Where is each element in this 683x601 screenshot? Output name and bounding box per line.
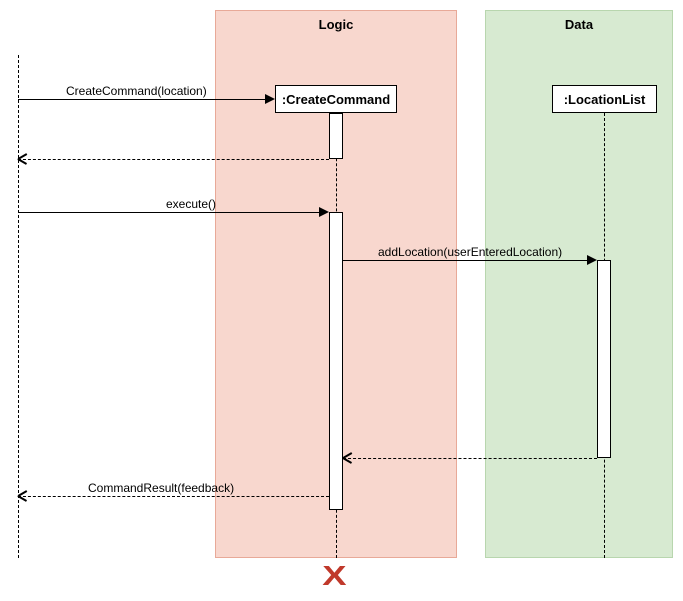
msg-execute-label: execute() bbox=[166, 197, 216, 211]
msg-addlocation-line bbox=[343, 260, 587, 261]
object-locationlist: :LocationList bbox=[552, 85, 657, 113]
region-logic-label: Logic bbox=[216, 17, 456, 32]
activation-create bbox=[329, 113, 343, 159]
msg-addlocation-head bbox=[587, 255, 597, 265]
msg-commandresult-line bbox=[18, 496, 329, 497]
msg-create-line bbox=[18, 99, 265, 100]
activation-locationlist bbox=[597, 260, 611, 458]
msg-execute-line bbox=[18, 212, 319, 213]
object-createcommand: :CreateCommand bbox=[275, 85, 397, 113]
msg-create-head bbox=[265, 94, 275, 104]
sequence-diagram: Logic Data :CreateCommand :LocationList … bbox=[0, 0, 683, 601]
object-createcommand-label: :CreateCommand bbox=[282, 92, 390, 107]
activation-execute bbox=[329, 212, 343, 510]
object-locationlist-label: :LocationList bbox=[564, 92, 646, 107]
msg-execute-head bbox=[319, 207, 329, 217]
lifeline-caller bbox=[18, 55, 19, 558]
msg-create-label: CreateCommand(location) bbox=[66, 84, 207, 98]
msg-commandresult-label: CommandResult(feedback) bbox=[88, 481, 234, 495]
region-data-label: Data bbox=[486, 17, 672, 32]
msg-return1-line bbox=[18, 159, 329, 160]
msg-addlocation-label: addLocation(userEnteredLocation) bbox=[378, 245, 562, 259]
terminator-icon: X bbox=[322, 560, 346, 592]
msg-return2-line bbox=[343, 458, 597, 459]
